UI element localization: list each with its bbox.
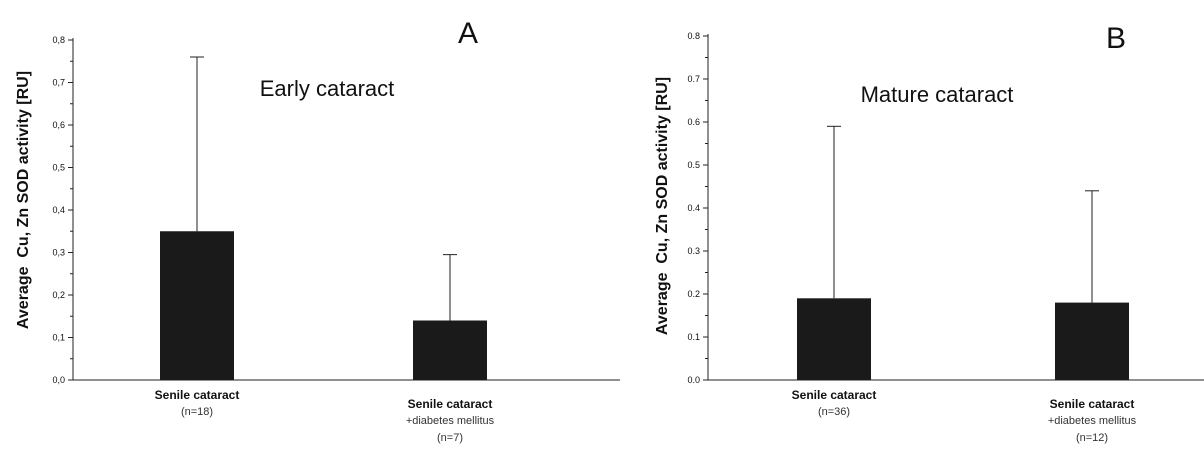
category-sublabel: +diabetes mellitus [406,415,495,427]
y-tick-label: 0,8 [52,35,65,45]
category-label: Senile cataract [408,397,493,411]
y-tick-label: 0.8 [687,31,700,41]
category-label: Senile cataract [155,388,240,402]
category-sublabel: (n=7) [437,432,463,444]
y-tick-label: 0,7 [52,78,65,88]
y-tick-label: 0.1 [687,332,700,342]
y-tick-label: 0.0 [687,375,700,385]
bar [413,320,487,380]
category-sublabel: (n=36) [818,406,850,418]
y-tick-label: 0.7 [687,74,700,84]
y-tick-label: 0.3 [687,246,700,256]
bar [1055,302,1129,380]
y-tick-label: 0,3 [52,248,65,258]
panel-title: Early cataract [260,76,395,101]
y-tick-label: 0.2 [687,289,700,299]
y-tick-label: 0.5 [687,160,700,170]
y-tick-label: 0,6 [52,120,65,130]
panel-letter: A [458,17,478,50]
chart-panel-b: 0.0 0.1 0.2 0.3 0.4 0.5 0.6 0.7 0.8 Senile catara… [654,22,1204,444]
y-tick-label: 0,2 [52,290,65,300]
y-tick-label: 0.4 [687,203,700,213]
category-sublabel: (n=12) [1076,432,1108,444]
y-tick-label: 0,4 [52,205,65,215]
category-label: Senile cataract [1050,397,1135,411]
y-tick-label: 0,5 [52,163,65,173]
y-axis-label: Average Cu, Zn SOD activity [RU] [654,77,671,335]
bar [160,231,234,380]
y-tick-label: 0.6 [687,117,700,127]
chart-panel-a: 0,0 0,1 0,2 0,3 0,4 0,5 0,6 0,7 0,8 Senile catara… [15,17,620,444]
panel-letter: B [1106,22,1126,55]
y-axis-label: Average Cu, Zn SOD activity [RU] [15,71,32,329]
y-tick-label: 0,1 [52,333,65,343]
panel-title: Mature cataract [861,82,1014,107]
bar [797,298,871,380]
category-sublabel: (n=18) [181,406,213,418]
category-label: Senile cataract [792,388,877,402]
category-sublabel: +diabetes mellitus [1048,415,1137,427]
y-tick-label: 0,0 [52,375,65,385]
